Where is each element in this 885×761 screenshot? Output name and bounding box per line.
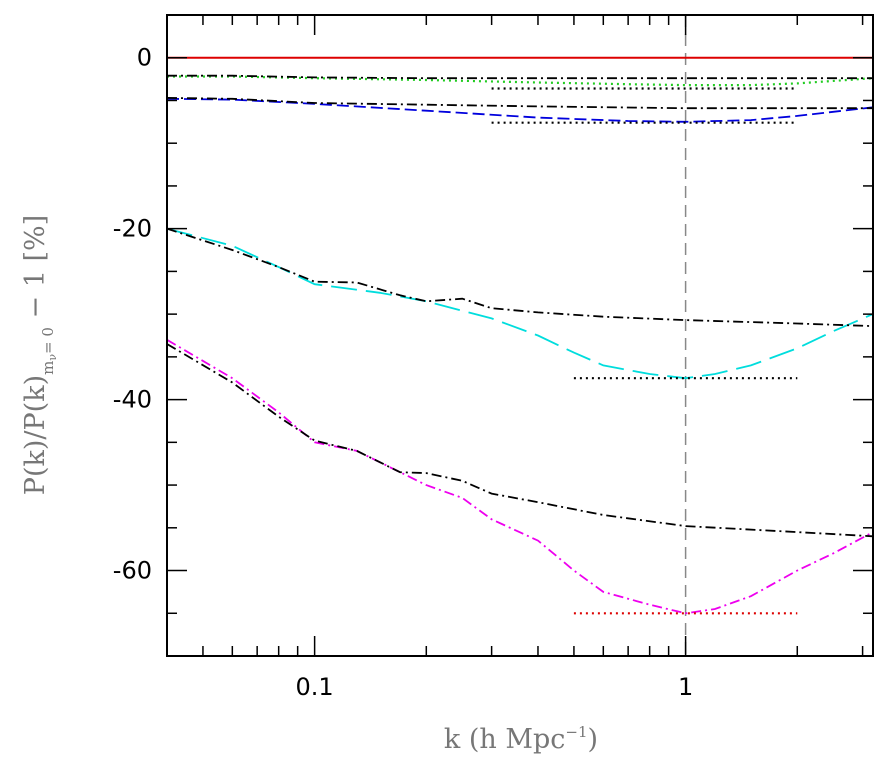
series-line-0 [167,75,874,87]
y-axis-label-main: P(k)/P(k) [20,375,51,495]
series-line-3 [166,97,873,110]
plot-lines [166,15,874,656]
y-axis-label-sub2: = 0 [39,327,57,354]
y-tick-label: 0 [137,44,152,72]
series-line-6 [166,339,874,615]
y-axis-label-subsub: ν [46,354,59,361]
series-line-7 [166,343,874,538]
y-axis-label: P(k)/P(k)mν= 0 − 1 [%] [20,215,59,495]
plot-frame [166,14,874,657]
x-axis-label: k (h Mpc−1) [444,723,598,755]
x-tick-label: 1 [678,673,693,701]
x-tick-label: 0.1 [296,673,334,701]
series-line-1 [167,74,873,80]
y-tick-label: -40 [113,386,152,414]
x-axis-label-main: k (h Mpc [444,724,566,755]
x-axis-label-sup: −1 [565,723,587,741]
series-line-5 [166,227,874,327]
series-line-4 [166,227,874,380]
x-axis-label-end: ) [588,724,599,755]
y-tick-label: -60 [113,557,152,585]
y-axis-label-end: − 1 [%] [20,215,51,327]
y-axis-label-sub: m [39,361,57,375]
tick-labels: 0 -20 -40 -60 0.1 1 [113,44,693,701]
y-tick-label: -20 [113,215,152,243]
